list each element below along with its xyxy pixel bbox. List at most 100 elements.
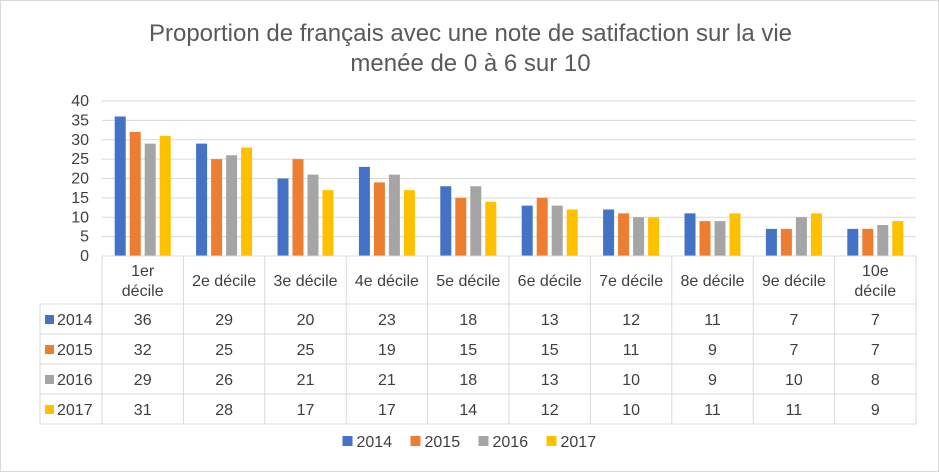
chart-title-line-2: menée de 0 à 6 sur 10 (350, 50, 591, 77)
table-series-name: 2014 (57, 312, 93, 329)
table-cell-value: 20 (297, 312, 315, 329)
table-cell-value: 11 (623, 342, 640, 359)
table-cell-value: 10 (622, 402, 640, 419)
bar-2016 (551, 205, 563, 256)
bar-2014 (440, 186, 452, 256)
y-tick-label: 20 (71, 171, 89, 188)
bar-2015 (618, 213, 630, 256)
bar-2017 (729, 213, 741, 256)
bar-2015 (536, 197, 548, 256)
table-cell-value: 32 (134, 342, 152, 359)
category-label: 5e décile (436, 273, 500, 290)
bar-2016 (144, 143, 156, 256)
table-cell-value: 9 (708, 372, 717, 389)
bar-2014 (114, 116, 126, 256)
table-cell-value: 18 (459, 372, 477, 389)
bar-2016 (877, 225, 889, 256)
bar-2014 (684, 213, 696, 256)
legend-label: 2015 (425, 434, 461, 451)
y-tick-label: 0 (80, 248, 89, 265)
bar-2015 (699, 221, 711, 256)
bar-2014 (277, 178, 289, 256)
bar-2014 (358, 166, 370, 256)
bar-2016 (307, 174, 319, 256)
table-cell-value: 9 (871, 402, 880, 419)
legend-swatch (546, 436, 557, 446)
bar-2015 (455, 197, 467, 256)
table-cell-value: 8 (871, 372, 880, 389)
category-label: 10e (862, 263, 889, 280)
legend-label: 2017 (561, 434, 597, 451)
table-cell-value: 19 (378, 342, 396, 359)
category-label: 8e décile (680, 273, 744, 290)
chart-title-line-1: Proportion de français avec une note de … (148, 20, 793, 47)
bar-2015 (862, 228, 874, 256)
category-label: 4e décile (355, 273, 419, 290)
table-series-name: 2015 (57, 342, 93, 359)
bar-2014 (521, 205, 533, 256)
table-series-name: 2016 (57, 372, 93, 389)
bar-2017 (485, 201, 497, 256)
table-cell-value: 11 (704, 312, 721, 329)
bar-2016 (226, 155, 238, 256)
table-cell-value: 10 (622, 372, 640, 389)
table-cell-value: 31 (134, 402, 152, 419)
table-cell-value: 12 (622, 312, 640, 329)
bar-2015 (129, 132, 141, 256)
bar-2014 (196, 143, 208, 256)
table-cell-value: 15 (459, 342, 477, 359)
table-cell-value: 10 (785, 372, 803, 389)
bar-2017 (241, 147, 253, 256)
category-label: 6e décile (518, 273, 582, 290)
bar-2015 (780, 228, 792, 256)
category-label: 3e décile (273, 273, 337, 290)
table-cell-value: 7 (789, 342, 798, 359)
bar-2016 (633, 217, 645, 256)
table-cell-value: 7 (789, 312, 798, 329)
legend-label: 2014 (357, 434, 393, 451)
table-cell-value: 12 (541, 402, 559, 419)
table-cell-value: 17 (297, 402, 315, 419)
legend-label: 2016 (493, 434, 529, 451)
table-cell-value: 18 (459, 312, 477, 329)
bar-2015 (373, 182, 385, 256)
bar-2017 (403, 190, 415, 256)
table-cell-value: 7 (871, 312, 880, 329)
table-cell-value: 7 (871, 342, 880, 359)
y-tick-label: 10 (71, 209, 89, 226)
category-label: décile (854, 283, 896, 300)
table-series-name: 2017 (57, 402, 93, 419)
bar-2017 (892, 221, 904, 256)
chart-title: Proportion de français avec une note de … (1, 19, 939, 79)
bar-2016 (470, 186, 482, 256)
table-cell-value: 13 (541, 372, 559, 389)
table-cell-value: 14 (459, 402, 477, 419)
bar-2017 (810, 213, 822, 256)
legend-swatch (342, 436, 353, 446)
y-tick-label: 35 (71, 112, 89, 129)
bar-2017 (159, 135, 171, 256)
category-label: 2e décile (192, 273, 256, 290)
bar-2015 (211, 159, 223, 256)
table-cell-value: 23 (378, 312, 396, 329)
bar-2014 (765, 228, 777, 256)
table-cell-value: 11 (704, 402, 721, 419)
y-tick-label: 25 (71, 151, 89, 168)
bar-2017 (648, 217, 660, 256)
y-tick-label: 30 (71, 132, 89, 149)
table-cell-value: 9 (708, 342, 717, 359)
category-label: décile (122, 283, 164, 300)
table-cell-value: 15 (541, 342, 559, 359)
table-cell-value: 29 (134, 372, 152, 389)
bar-2017 (566, 209, 578, 256)
table-cell-value: 21 (378, 372, 396, 389)
bar-2014 (847, 228, 859, 256)
table-cell-value: 25 (215, 342, 233, 359)
bar-2017 (322, 190, 334, 256)
category-label: 9e décile (762, 273, 826, 290)
table-legend-key (45, 375, 54, 384)
bar-2014 (603, 209, 615, 256)
bar-2016 (714, 221, 726, 256)
